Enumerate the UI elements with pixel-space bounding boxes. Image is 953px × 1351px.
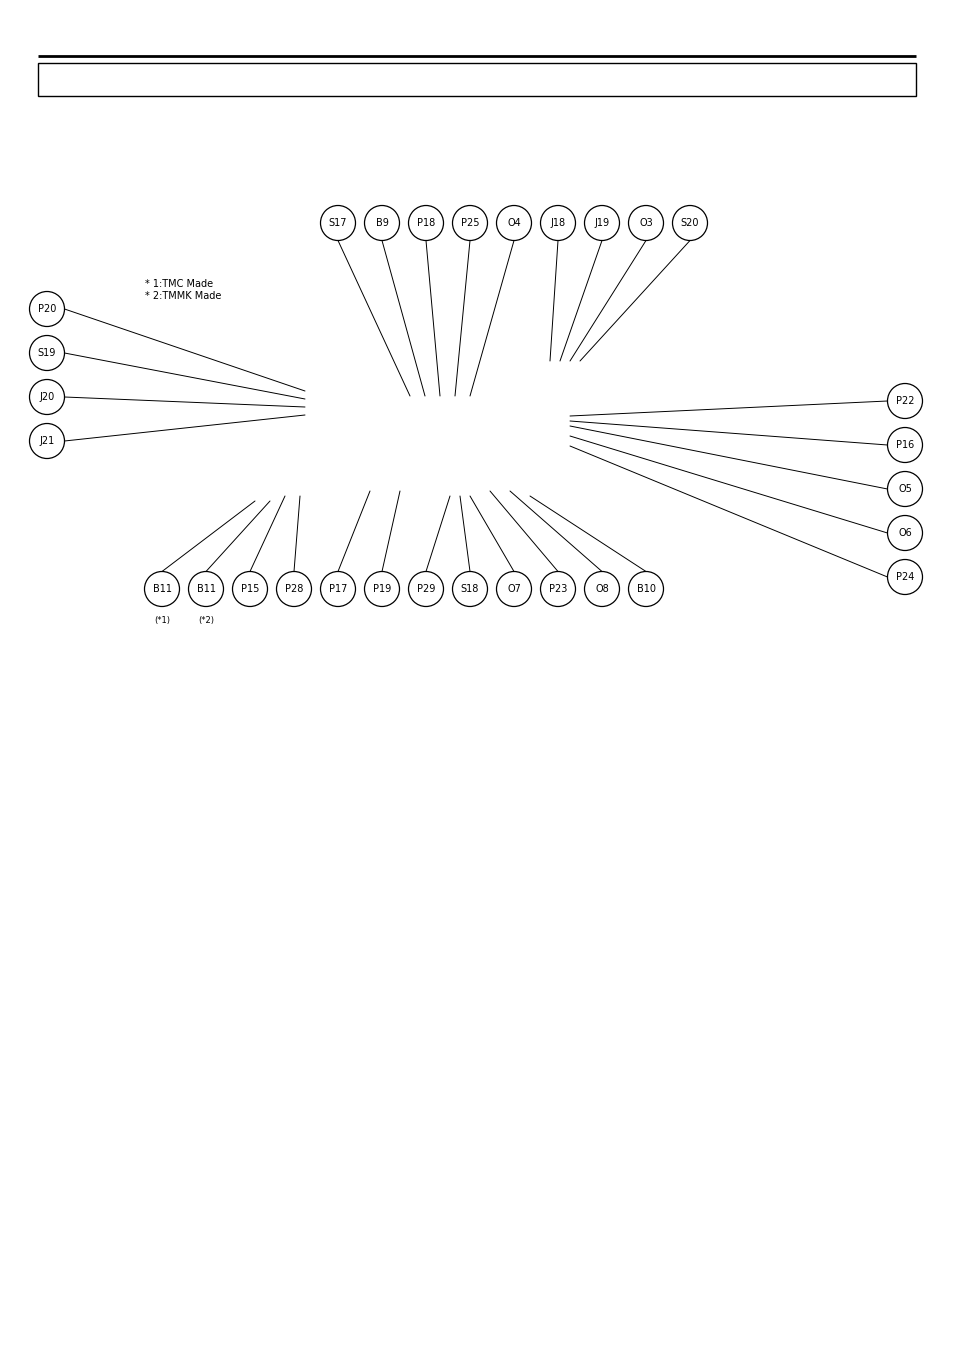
Circle shape [408,205,443,240]
Circle shape [144,571,179,607]
Circle shape [189,571,223,607]
Circle shape [886,427,922,462]
Circle shape [628,205,662,240]
Text: J21: J21 [39,436,54,446]
Text: P23: P23 [548,584,567,594]
Circle shape [233,571,267,607]
Text: O8: O8 [595,584,608,594]
Circle shape [886,471,922,507]
Circle shape [30,335,65,370]
Circle shape [30,292,65,327]
Text: P20: P20 [38,304,56,313]
Text: P15: P15 [240,584,259,594]
Text: S17: S17 [329,218,347,228]
Circle shape [540,571,575,607]
Circle shape [452,571,487,607]
Text: P28: P28 [285,584,303,594]
Circle shape [30,423,65,458]
Text: P19: P19 [373,584,391,594]
Text: J20: J20 [39,392,54,403]
Bar [38,63,915,96]
Circle shape [496,571,531,607]
Text: * 1:TMC Made
* 2:TMMK Made: * 1:TMC Made * 2:TMMK Made [145,280,221,301]
Text: S19: S19 [38,349,56,358]
Text: P29: P29 [416,584,435,594]
Circle shape [628,571,662,607]
Text: P22: P22 [895,396,913,407]
Circle shape [886,384,922,419]
Circle shape [364,571,399,607]
Circle shape [886,516,922,550]
Circle shape [584,205,618,240]
Text: O4: O4 [507,218,520,228]
Circle shape [672,205,707,240]
Text: (*2): (*2) [198,616,213,626]
Circle shape [320,205,355,240]
Text: O3: O3 [639,218,652,228]
Text: S20: S20 [680,218,699,228]
Circle shape [452,205,487,240]
Circle shape [408,571,443,607]
Circle shape [320,571,355,607]
Circle shape [540,205,575,240]
Text: (*1): (*1) [153,616,170,626]
Text: O5: O5 [897,484,911,494]
Text: J18: J18 [550,218,565,228]
Text: P25: P25 [460,218,478,228]
Circle shape [886,559,922,594]
Text: J19: J19 [594,218,609,228]
Text: B9: B9 [375,218,388,228]
Text: B11: B11 [152,584,172,594]
Text: P17: P17 [329,584,347,594]
Text: P24: P24 [895,571,913,582]
Text: O7: O7 [507,584,520,594]
Circle shape [364,205,399,240]
Text: O6: O6 [897,528,911,538]
Text: S18: S18 [460,584,478,594]
Text: B11: B11 [196,584,215,594]
Text: B10: B10 [636,584,655,594]
Circle shape [30,380,65,415]
Text: P16: P16 [895,440,913,450]
Text: P18: P18 [416,218,435,228]
Circle shape [276,571,312,607]
Circle shape [584,571,618,607]
Circle shape [496,205,531,240]
